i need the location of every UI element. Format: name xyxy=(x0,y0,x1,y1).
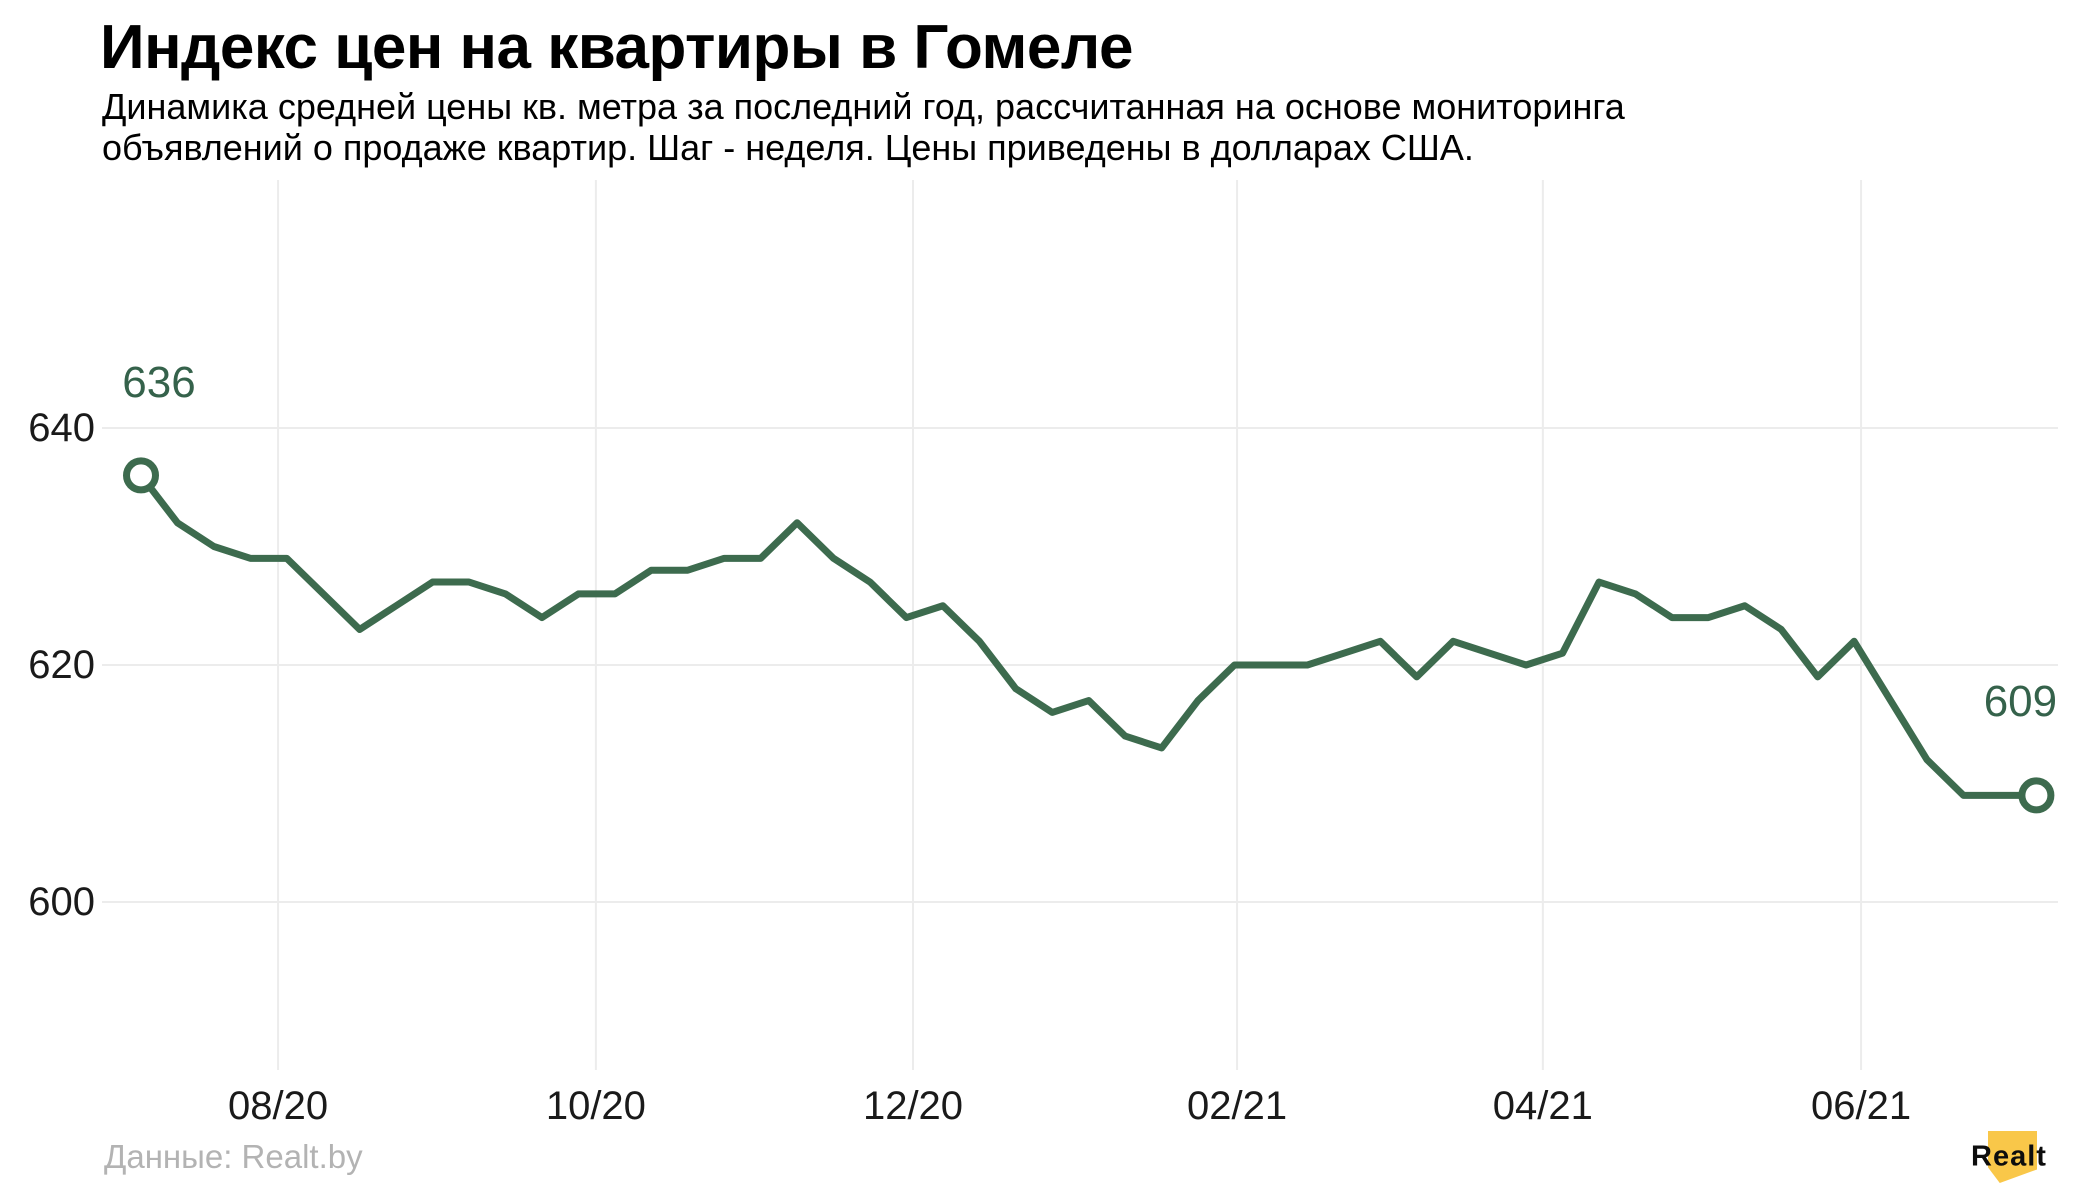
x-axis-tick-label: 12/20 xyxy=(863,1084,963,1128)
y-axis-tick-label: 600 xyxy=(28,880,95,924)
page-subtitle: Динамика средней цены кв. метра за после… xyxy=(102,86,1625,168)
x-axis-tick-label: 06/21 xyxy=(1811,1084,1911,1128)
x-axis-tick-label: 08/20 xyxy=(228,1084,328,1128)
price-index-series-line xyxy=(137,471,2040,799)
page-subtitle-line-1: Динамика средней цены кв. метра за после… xyxy=(102,86,1625,127)
x-axis-tick-label: 04/21 xyxy=(1493,1084,1593,1128)
x-axis-tick-label: 10/20 xyxy=(546,1084,646,1128)
y-axis-tick-label: 620 xyxy=(28,643,95,687)
page-subtitle-line-2: объявлений о продаже квартир. Шаг - неде… xyxy=(102,127,1474,168)
x-axis-tick-label: 02/21 xyxy=(1187,1084,1287,1128)
last-point-marker xyxy=(2018,777,2055,814)
page-title: Индекс цен на квартиры в Гомеле xyxy=(100,13,1133,82)
realt-logo-text: Realt xyxy=(1971,1140,2047,1173)
y-axis-tick-label: 640 xyxy=(28,406,95,450)
data-source-label: Данные: Realt.by xyxy=(104,1138,363,1175)
end-value-label: 609 xyxy=(1984,677,2057,726)
first-point-marker xyxy=(123,457,159,494)
realt-logo: Realt xyxy=(1962,1126,2062,1188)
start-value-label: 636 xyxy=(122,358,195,407)
